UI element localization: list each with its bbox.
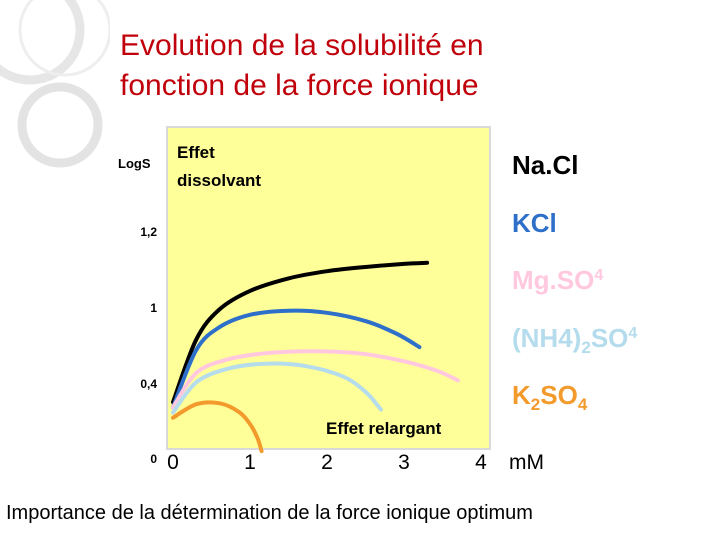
x-axis-unit: mM: [509, 451, 544, 474]
legend-mgso4: Mg.SO4: [512, 265, 604, 295]
y-axis-label: LogS: [118, 156, 151, 171]
legend-kcl: KCl: [512, 208, 557, 238]
y-tick-label: 1,2: [140, 225, 157, 239]
decorative-rings: [0, 0, 110, 168]
series-line-3: [171, 361, 383, 415]
x-tick-label: 0: [167, 451, 179, 474]
y-tick-label: 0: [150, 452, 157, 466]
x-tick-label: 3: [398, 451, 410, 474]
x-tick-label: 4: [475, 451, 487, 474]
x-tick-label: 2: [321, 451, 333, 474]
annotation-effet-dissolvant-2: dissolvant: [177, 171, 261, 190]
series-line-2: [171, 349, 460, 410]
legend-k2so4: K2SO4: [512, 380, 588, 414]
annotation-effet-relargant: Effet relargant: [326, 419, 442, 438]
legend-nh4so4: (NH4)2SO4: [512, 323, 638, 357]
annotation-effet-dissolvant-1: Effet: [177, 143, 215, 162]
slide-title: Evolution de la solubilité en fonction d…: [120, 26, 640, 106]
series-line-0: [171, 260, 430, 405]
plot-area: [166, 126, 491, 450]
x-tick-label: 1: [244, 451, 256, 474]
legend-nacl: Na.Cl: [512, 150, 579, 180]
title-line-1: Evolution de la solubilité en: [120, 29, 484, 62]
slide-caption: Importance de la détermination de la for…: [6, 502, 533, 524]
y-tick-label: 0,4: [140, 377, 157, 391]
y-tick-label: 1: [150, 301, 157, 315]
title-line-2: fonction de la force ionique: [120, 69, 479, 102]
series-line-1: [171, 308, 422, 410]
series-line-4: [171, 400, 264, 454]
